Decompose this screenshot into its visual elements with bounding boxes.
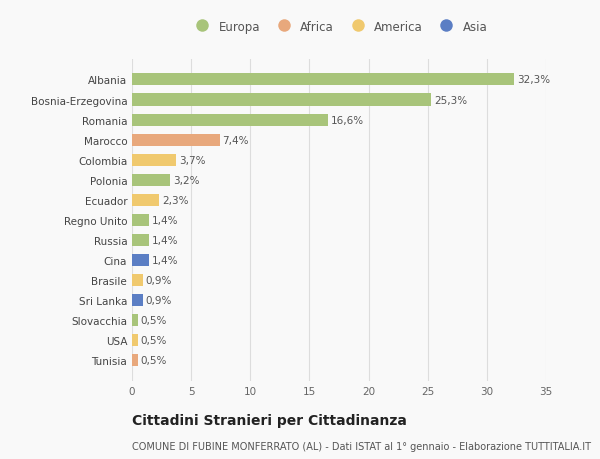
Bar bbox=[132, 174, 170, 186]
Text: Cittadini Stranieri per Cittadinanza: Cittadini Stranieri per Cittadinanza bbox=[132, 413, 407, 427]
Bar bbox=[132, 94, 431, 106]
Text: 0,9%: 0,9% bbox=[146, 275, 172, 285]
Bar bbox=[132, 354, 138, 366]
Text: 3,7%: 3,7% bbox=[179, 155, 205, 165]
Bar bbox=[132, 134, 220, 146]
Legend: Europa, Africa, America, Asia: Europa, Africa, America, Asia bbox=[190, 21, 488, 34]
Bar bbox=[132, 274, 143, 286]
Bar bbox=[132, 334, 138, 347]
Text: 0,9%: 0,9% bbox=[146, 295, 172, 305]
Bar bbox=[132, 254, 149, 266]
Bar bbox=[132, 214, 149, 226]
Text: 2,3%: 2,3% bbox=[162, 196, 188, 205]
Text: 1,4%: 1,4% bbox=[152, 235, 178, 245]
Bar bbox=[132, 314, 138, 326]
Text: COMUNE DI FUBINE MONFERRATO (AL) - Dati ISTAT al 1° gennaio - Elaborazione TUTTI: COMUNE DI FUBINE MONFERRATO (AL) - Dati … bbox=[132, 441, 591, 451]
Text: 25,3%: 25,3% bbox=[434, 95, 467, 105]
Bar bbox=[132, 114, 328, 126]
Text: 1,4%: 1,4% bbox=[152, 255, 178, 265]
Bar bbox=[132, 194, 159, 206]
Bar bbox=[132, 154, 176, 166]
Text: 16,6%: 16,6% bbox=[331, 115, 364, 125]
Bar bbox=[132, 235, 149, 246]
Bar bbox=[132, 294, 143, 306]
Bar bbox=[132, 74, 514, 86]
Text: 7,4%: 7,4% bbox=[223, 135, 249, 146]
Text: 1,4%: 1,4% bbox=[152, 215, 178, 225]
Text: 0,5%: 0,5% bbox=[141, 315, 167, 325]
Text: 3,2%: 3,2% bbox=[173, 175, 199, 185]
Text: 32,3%: 32,3% bbox=[517, 75, 550, 85]
Text: 0,5%: 0,5% bbox=[141, 336, 167, 345]
Text: 0,5%: 0,5% bbox=[141, 355, 167, 365]
